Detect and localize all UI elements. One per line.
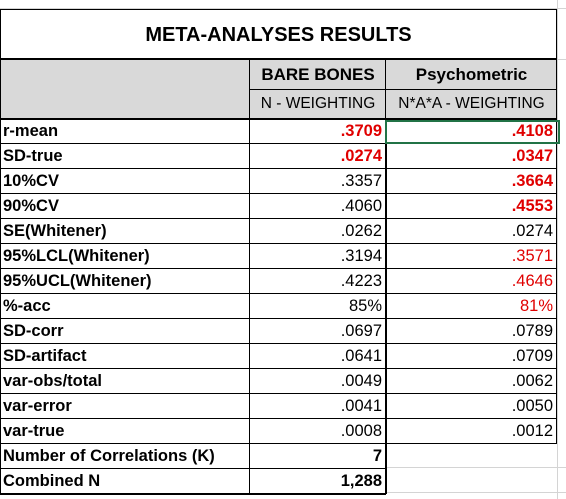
row-label[interactable]: 10%CV	[3, 172, 59, 190]
gridline	[557, 59, 566, 60]
border-line	[385, 119, 387, 494]
gridline	[557, 0, 558, 499]
row-label[interactable]: 95%UCL(Whitener)	[3, 272, 152, 290]
border-line	[0, 468, 386, 469]
bare-bones-value[interactable]: .0641	[340, 347, 382, 365]
border-line	[0, 59, 1, 119]
row-label[interactable]: 95%LCL(Whitener)	[3, 247, 150, 265]
selected-cell[interactable]	[385, 120, 560, 144]
row-label[interactable]: SD-artifact	[3, 347, 87, 365]
psychometric-value[interactable]: .3664	[511, 172, 553, 190]
border-line	[0, 143, 557, 144]
bare-bones-value[interactable]: .0049	[340, 372, 382, 390]
psychometric-value[interactable]: .4646	[511, 272, 553, 290]
psychometric-value[interactable]: .0050	[511, 397, 553, 415]
row-label[interactable]: SD-true	[3, 147, 63, 165]
page-title: META-ANALYSES RESULTS	[145, 24, 412, 46]
bare-bones-value[interactable]: .4060	[340, 197, 382, 215]
bare-bones-value[interactable]: 7	[372, 447, 382, 465]
psychometric-value[interactable]: .0789	[511, 322, 553, 340]
border-line	[0, 293, 557, 294]
border-line	[0, 493, 386, 495]
psychometric-value[interactable]: .0274	[511, 222, 553, 240]
psychometric-value[interactable]: .0709	[511, 347, 553, 365]
row-label[interactable]: r-mean	[3, 122, 59, 140]
border-line	[385, 59, 386, 119]
bare-bones-value[interactable]: .0041	[340, 397, 382, 415]
border-line	[249, 59, 250, 119]
border-line	[556, 59, 557, 119]
psychometric-value[interactable]: .3571	[511, 247, 553, 265]
row-label[interactable]: SD-corr	[3, 322, 64, 340]
column-header-bare-top: BARE BONES	[261, 65, 375, 84]
row-label[interactable]: var-obs/total	[3, 372, 103, 390]
bare-bones-value[interactable]: 85%	[348, 297, 382, 315]
psychometric-value[interactable]: .0012	[511, 422, 553, 440]
border-line	[0, 368, 557, 369]
psychometric-value[interactable]: .4108	[511, 122, 553, 140]
bare-bones-value[interactable]: .0262	[340, 222, 382, 240]
border-line	[0, 318, 557, 319]
row-label[interactable]: Number of Correlations (K)	[3, 447, 215, 465]
border-line	[0, 443, 557, 444]
border-line	[0, 418, 557, 419]
border-line	[556, 119, 557, 444]
gridline	[0, 8, 566, 9]
bare-bones-value[interactable]: .3194	[340, 247, 382, 265]
border-line	[250, 89, 557, 90]
row-label[interactable]: var-true	[3, 422, 65, 440]
border-line	[0, 118, 557, 120]
border-line	[249, 119, 250, 494]
border-line	[0, 193, 557, 194]
row-label[interactable]: Combined N	[3, 472, 101, 490]
bare-bones-value[interactable]: .0697	[340, 322, 382, 340]
border-line	[0, 59, 557, 60]
row-label[interactable]: 90%CV	[3, 197, 59, 215]
psychometric-value[interactable]: .4553	[511, 197, 553, 215]
bare-bones-value[interactable]: .0008	[340, 422, 382, 440]
border-line	[0, 268, 557, 269]
border-line	[0, 243, 557, 244]
bare-bones-value[interactable]: .4223	[340, 272, 382, 290]
gridline	[386, 467, 566, 468]
column-header-psy-bottom: N*A*A - WEIGHTING	[398, 95, 545, 112]
row-label[interactable]: SE(Whitener)	[3, 222, 107, 240]
bare-bones-value[interactable]: .0274	[340, 147, 382, 165]
title-cell[interactable]	[0, 9, 557, 59]
border-line	[0, 119, 1, 494]
border-line	[0, 218, 557, 219]
border-line	[0, 343, 557, 344]
row-label[interactable]: var-error	[3, 397, 72, 415]
column-header-psy-top: Psychometric	[415, 65, 528, 84]
border-line	[0, 393, 557, 394]
psychometric-value[interactable]: 81%	[519, 297, 553, 315]
bare-bones-value[interactable]: 1,288	[340, 472, 382, 490]
psychometric-value[interactable]: .0062	[511, 372, 553, 390]
row-label[interactable]: %-acc	[3, 297, 51, 315]
bare-bones-value[interactable]: .3709	[340, 122, 382, 140]
column-header-bare-bottom: N - WEIGHTING	[260, 95, 376, 112]
psychometric-value[interactable]: .0347	[511, 147, 553, 165]
bare-bones-value[interactable]: .3357	[340, 172, 382, 190]
border-line	[0, 168, 557, 169]
gridline	[386, 492, 566, 493]
